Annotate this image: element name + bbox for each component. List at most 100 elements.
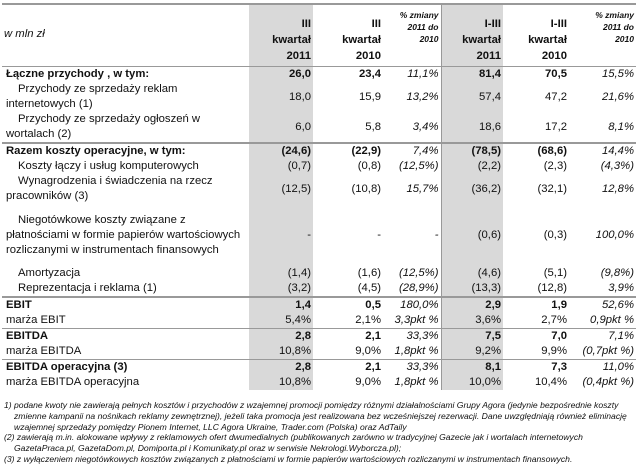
cell-value: 70,5 — [545, 68, 567, 80]
cell-value: 10,4% — [534, 376, 567, 388]
cell-value: 2,8 — [249, 328, 313, 344]
cell-value: (24,6) — [249, 142, 313, 159]
cell-value: 5,4% — [249, 313, 313, 329]
column-header: % zmiany 2011 do 2010 — [383, 3, 442, 67]
cell-value: (12,8) — [537, 282, 567, 294]
cell-value: (4,3%) — [600, 160, 634, 172]
cell-value: (32,1) — [537, 182, 567, 195]
cell-value: 5,8 — [365, 120, 381, 133]
financial-table: w mln zł III kwartał 2011 III kwartał 2010% zm… — [2, 3, 636, 390]
footnote-3: (3) z wyłączeniem niegotówkowych kosztów… — [4, 453, 573, 464]
cell-value: 11,0% — [569, 359, 636, 375]
column-header-line: 2011 do — [602, 22, 634, 32]
column-header-line: % zmiany — [595, 10, 634, 20]
cell-value: 14,4% — [569, 142, 636, 159]
cell-value: 7,4% — [383, 142, 442, 159]
cell-value: 8,1% — [608, 120, 634, 133]
column-header-line: I-III — [550, 18, 567, 30]
cell-value: 52,6% — [569, 296, 636, 313]
row-label: marża EBITDA operacyjna — [6, 376, 140, 388]
cell-value: 1,9 — [503, 296, 569, 313]
cell-value: 7,1% — [569, 328, 636, 344]
cell-value: (5,1) — [543, 267, 567, 279]
cell-value: 26,0 — [249, 66, 313, 82]
unit-label: w mln zł — [2, 3, 249, 67]
cell-value: (4,5) — [357, 282, 381, 294]
cell-value: 180,0% — [383, 296, 442, 313]
cell-value: (68,6) — [503, 142, 569, 159]
column-header: I-III kwartał 2010 — [503, 3, 569, 67]
table-row: Przychody ze sprzedaży reklam internetow… — [2, 82, 636, 112]
table-row: Przychody ze sprzedaży ogłoszeń w wortal… — [2, 112, 636, 143]
cell-value: 12,8% — [601, 182, 634, 195]
column-header: I-III kwartał 2011 — [441, 3, 503, 67]
cell-value: (22,9) — [313, 142, 383, 159]
cell-value: (0,3) — [543, 228, 567, 241]
cell-value: - — [377, 228, 381, 241]
cell-value: (1,6) — [357, 267, 381, 279]
cell-value: 33,3% — [383, 328, 442, 344]
cell-value: 18,0 — [249, 82, 313, 112]
cell-value: 10,8% — [249, 344, 313, 360]
cell-value: (28,9%) — [383, 281, 442, 297]
cell-value: (0,7pkt %) — [582, 345, 634, 357]
cell-value: (3,2) — [249, 281, 313, 297]
cell-value: 17,2 — [545, 120, 567, 133]
cell-value: (2,3) — [543, 160, 567, 172]
cell-value: 3,3pkt % — [383, 313, 442, 329]
table-row: Niegotówkowe koszty związane z płatności… — [2, 204, 636, 266]
cell-value: 10,8% — [249, 375, 313, 390]
row-label: Reprezentacja i reklama (1) — [18, 282, 157, 294]
table-row: EBIT 1,4 0,5 180,0% 2,9 1,9 52,6% — [2, 296, 636, 313]
cell-value: (13,3) — [441, 281, 503, 297]
row-label: EBITDA operacyjna (3) — [2, 359, 249, 375]
cell-value: 3,4% — [383, 112, 442, 143]
cell-value: (12,5) — [249, 174, 313, 204]
cell-value: 15,5% — [601, 68, 634, 80]
cell-value: - — [383, 204, 442, 266]
row-label: EBITDA — [2, 328, 249, 344]
cell-value: 6,0 — [249, 112, 313, 143]
column-header: III kwartał 2010 — [313, 3, 383, 67]
row-label: Przychody ze sprzedaży reklam internetow… — [6, 83, 178, 110]
cell-value: 9,9% — [541, 345, 567, 357]
row-label: EBIT — [2, 296, 249, 313]
column-header-line: III — [371, 18, 381, 30]
row-label: Niegotówkowe koszty związane z płatności… — [6, 213, 241, 256]
column-header: III kwartał 2011 — [249, 3, 313, 67]
cell-value: 0,9pkt % — [590, 314, 634, 326]
column-header-line: kwartał — [272, 34, 311, 46]
cell-value: 7,3 — [503, 359, 569, 375]
table-row: marża EBITDA 10,8% 9,0% 1,8pkt % 9,2% 9,9% (0,… — [2, 344, 636, 360]
cell-value: 9,2% — [441, 344, 503, 360]
cell-value: 2,8 — [249, 359, 313, 375]
row-label: marża EBITDA — [6, 345, 82, 357]
row-label: Razem koszty operacyjne, w tym: — [2, 142, 249, 159]
cell-value: (10,8) — [351, 182, 381, 195]
column-header-line: kwartał — [528, 34, 567, 46]
cell-value: 1,8pkt % — [383, 344, 442, 360]
cell-value: (1,4) — [249, 266, 313, 281]
cell-value: (0,7) — [249, 159, 313, 174]
cell-value: 7,0 — [503, 328, 569, 344]
cell-value: 3,6% — [441, 313, 503, 329]
column-header-line: kwartał — [462, 34, 501, 46]
row-label: Amortyzacja — [18, 267, 81, 279]
header-row: w mln zł III kwartał 2011 III kwartał 2010% zm… — [2, 3, 636, 67]
cell-value: 47,2 — [545, 90, 567, 103]
table-row: Reprezentacja i reklama (1) (3,2) (4,5) (28… — [2, 281, 636, 297]
table-row: marża EBITDA operacyjna 10,8% 9,0% 1,8pkt %… — [2, 375, 636, 390]
cell-value: (0,8) — [357, 160, 381, 172]
table-row: EBITDA operacyjna (3) 2,8 2,1 33,3% 8,1 7,3 11… — [2, 359, 636, 375]
cell-value: (2,2) — [441, 159, 503, 174]
footnote-2: (2) zawierają m.in. alokowane wpływy z r… — [4, 432, 583, 454]
column-header-line: III — [301, 18, 311, 30]
cell-value: 11,1% — [383, 66, 442, 82]
cell-value: 2,1 — [313, 328, 383, 344]
column-header-line: kwartał — [342, 34, 381, 46]
cell-value: 8,1 — [441, 359, 503, 375]
column-header-line: 2010 — [615, 34, 634, 44]
column-header-line: % zmiany — [399, 10, 439, 20]
cell-value: 1,8pkt % — [383, 375, 442, 390]
cell-value: 2,1 — [313, 359, 383, 375]
